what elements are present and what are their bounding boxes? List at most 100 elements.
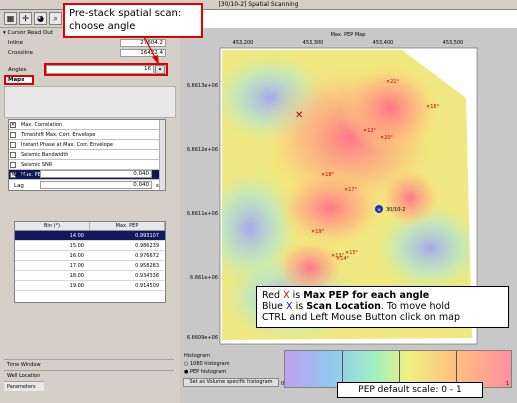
angle-callout: Pre-stack spatial scan: choose angle — [63, 3, 203, 38]
angle-marker: ✕17° — [344, 187, 358, 193]
callout-arrow-icon — [143, 37, 159, 65]
hist-1080-option[interactable]: ○ 1080 histogram — [184, 361, 230, 367]
angles-input[interactable]: 16 — [46, 65, 154, 74]
table-row[interactable]: 19.00 0.914509 — [15, 281, 165, 291]
inline-value: 27604.2 — [120, 39, 166, 47]
table-row[interactable]: 17.00 0.958283 — [15, 261, 165, 271]
inline-label: Inline — [8, 40, 24, 46]
callout-line: Pre-stack spatial scan: — [69, 8, 182, 19]
angle-marker: ✕13° — [331, 253, 345, 259]
pep-map[interactable]: 453,200 453,300 453,400 453,500 6.6613e+066… — [180, 28, 517, 403]
angle-marker: ✕15° — [345, 250, 359, 256]
map-item-max-correlation[interactable]: ✕ Max. Correlation — [9, 120, 165, 130]
cursor-readout-header[interactable]: ▾ Cursor Read Out — [3, 30, 53, 36]
bin-table: Bin (°) Max. PEP 14.00 0.993107 15.00 0.98… — [14, 221, 166, 303]
angle-marker: ✕14° — [336, 256, 350, 262]
column-header-bin[interactable]: Bin (°) — [15, 222, 90, 230]
selected-angle-marker: ✕ — [295, 110, 303, 121]
map-item-timeshift[interactable]: Timeshift Max. Corr. Envelope — [9, 130, 165, 140]
info-line-3: CTRL and Left Mouse Button click on map — [262, 312, 461, 323]
radio-icon[interactable]: ● — [184, 369, 190, 375]
checkbox[interactable]: ✕ — [10, 172, 16, 178]
angle-marker: ✕21° — [386, 79, 400, 85]
scale-callout: PEP default scale: 0 - 1 — [337, 382, 483, 398]
angle-marker: ✕16° — [426, 104, 440, 110]
column-header-max-pep[interactable]: Max. PEP — [90, 222, 165, 230]
map-panel[interactable]: 453,200 453,300 453,400 453,500 6.6613e+06 6… — [180, 28, 517, 403]
maps-scrollbar[interactable] — [159, 120, 165, 190]
lag-label: Lag — [14, 183, 24, 189]
table-row[interactable]: 15.00 0.986239 — [15, 241, 165, 251]
checkbox[interactable] — [10, 142, 16, 148]
y-tick-label: 6.661e+06 — [190, 275, 218, 281]
y-tick-label: 6.6612e+06 — [187, 147, 218, 153]
angle-marker: ✕12° — [363, 128, 377, 134]
x-tick-label: 453,500 — [443, 40, 464, 46]
angle-spin-icon[interactable]: ▴ — [155, 65, 165, 74]
well-label: 30/10-2 — [386, 207, 405, 213]
lead-unit: s — [156, 172, 159, 178]
checkbox[interactable]: ✕ — [10, 122, 16, 128]
angle-markers: ✕21° ✕16° ✕12°✕20° ✕18° ✕17° ✕13° ✕19° ✕15°✕14° — [311, 79, 440, 262]
table-row[interactable]: 16.00 0.976672 — [15, 251, 165, 261]
crossline-value: 16422.4 — [120, 49, 166, 57]
map-item-seismic-snr[interactable]: Seismic SNR — [9, 160, 165, 170]
x-tick-label: 453,400 — [373, 40, 394, 46]
checkbox[interactable] — [10, 152, 16, 158]
angles-label: Angles — [8, 67, 27, 73]
hist-pep-option[interactable]: ● PEP histogram — [184, 369, 227, 375]
hist-gridline — [456, 351, 457, 388]
window-title: [30/10-2] Spatial Scanning — [218, 1, 299, 8]
tab-well-location[interactable]: Well Location — [4, 370, 174, 380]
crosshair-icon[interactable]: ✛ — [19, 12, 32, 25]
control-panel: ▾ Cursor Read Out Inline 27604.2 Crossli… — [0, 28, 180, 403]
hist-gridline — [342, 351, 343, 388]
scan-location-marker[interactable]: ✕ — [375, 205, 383, 214]
info-line-1: Red X is Max PEP for each angle — [262, 290, 430, 301]
tab-maps[interactable]: Maps — [4, 75, 34, 85]
svg-text:✕: ✕ — [377, 208, 381, 214]
title-bar: [30/10-2] Spatial Scanning — [0, 0, 517, 10]
callout-line: choose angle — [69, 21, 136, 32]
maps-tab-area — [4, 86, 176, 118]
map-item-instant-phase[interactable]: Instant Phase at Max. Corr. Envelope — [9, 140, 165, 150]
lag-unit: s — [156, 183, 159, 189]
grid-icon[interactable]: ▦ — [4, 12, 17, 25]
legend-callout: Red X is Max PEP for each angle Blue X i… — [256, 286, 509, 328]
angle-input-highlight — [44, 63, 168, 76]
x-axis: 453,200 453,300 453,400 453,500 — [233, 40, 464, 46]
collapse-icon: ▾ — [3, 30, 8, 36]
y-tick-label: 6.6609e+06 — [187, 335, 218, 341]
map-title: Max. PEP Map — [331, 32, 366, 38]
checkbox[interactable] — [10, 162, 16, 168]
hist-gridline — [399, 351, 400, 388]
svg-text:✕: ✕ — [295, 110, 303, 121]
angle-marker: ✕18° — [321, 172, 335, 178]
x-tick-label: 453,300 — [303, 40, 324, 46]
hist-max-label: 1 — [505, 381, 509, 387]
y-tick-label: 6.6611e+06 — [187, 211, 218, 217]
angle-marker: ✕20° — [380, 135, 394, 141]
checkbox[interactable] — [10, 132, 16, 138]
crossline-label: Crossline — [8, 50, 34, 56]
map-item-seismic-bandwidth[interactable]: Seismic Bandwidth — [9, 150, 165, 160]
table-row[interactable]: 18.00 0.934336 — [15, 271, 165, 281]
histogram-colorbar[interactable]: 0 1 — [281, 350, 512, 388]
radio-icon[interactable]: ○ — [184, 361, 190, 367]
table-row[interactable]: 14.00 0.993107 — [15, 231, 165, 241]
lead-input[interactable]: 0.040 — [40, 170, 152, 178]
y-tick-label: 6.6613e+06 — [187, 83, 218, 89]
table-header: Bin (°) Max. PEP — [15, 222, 165, 231]
histogram-label: Histogram — [184, 353, 210, 359]
set-volume-histogram-button[interactable]: Set as Volume specific histogram — [183, 378, 279, 387]
palette-icon[interactable]: ◕ — [34, 12, 47, 25]
y-axis: 6.6613e+06 6.6612e+06 6.6611e+06 6.661e+06 6… — [187, 83, 218, 341]
x-tick-label: 453,200 — [233, 40, 254, 46]
magnify-icon[interactable]: ⌕ — [49, 12, 62, 25]
angle-marker: ✕19° — [311, 229, 325, 235]
lead-label: Lead — [14, 172, 28, 178]
tab-parameters[interactable]: Parameters — [4, 381, 44, 391]
hist-min-label: 0 — [281, 381, 285, 387]
tab-time-window[interactable]: Time Window — [4, 359, 174, 369]
lag-input[interactable]: 0.040 — [40, 181, 152, 189]
